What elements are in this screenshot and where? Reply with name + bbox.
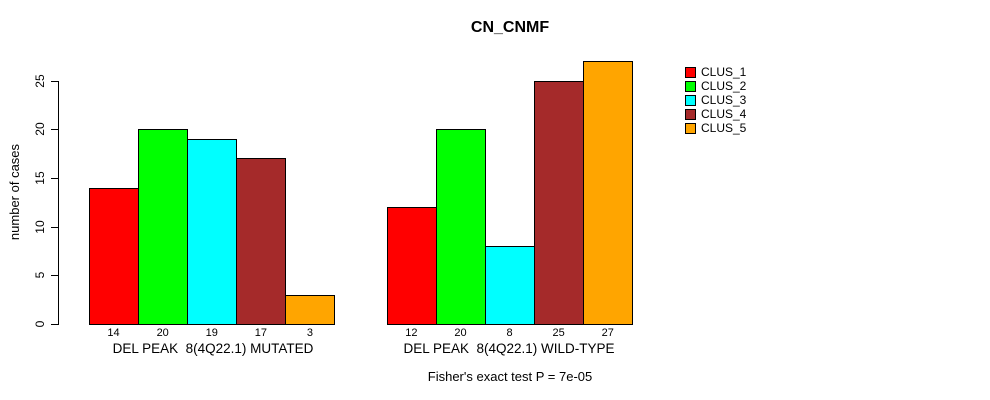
- legend-item-clus_1: CLUS_1: [685, 65, 746, 79]
- y-axis-tick: [51, 226, 58, 228]
- y-axis-tick-label: 5: [33, 271, 47, 279]
- bar-value-label: 8: [506, 327, 513, 339]
- y-axis-line: [58, 80, 59, 325]
- legend-item-clus_3: CLUS_3: [685, 93, 746, 107]
- y-axis-tick-label: 0: [33, 320, 47, 328]
- bar-value-label: 12: [405, 327, 418, 339]
- group-label-mutated: DEL PEAK 8(4Q22.1) MUTATED: [112, 341, 314, 356]
- bar-value-label: 25: [552, 327, 565, 339]
- legend-swatch-clus_4: [685, 108, 696, 120]
- legend-swatch-clus_5: [685, 122, 696, 134]
- legend-label: CLUS_2: [701, 79, 747, 93]
- legend-label: CLUS_5: [701, 121, 747, 135]
- legend-item-clus_4: CLUS_4: [685, 107, 746, 121]
- legend-item-clus_2: CLUS_2: [685, 79, 746, 93]
- legend-swatch-clus_2: [685, 80, 696, 92]
- legend: CLUS_1 CLUS_2 CLUS_3 CLUS_4 CLUS_5: [685, 65, 746, 135]
- bar-value-label: 14: [107, 327, 120, 339]
- bar-value-label: 20: [156, 327, 169, 339]
- group-label-wild-type: DEL PEAK 8(4Q22.1) WILD-TYPE: [403, 341, 615, 356]
- bar-clus_4-group2: [534, 80, 585, 325]
- bar-value-label: 20: [454, 327, 467, 339]
- y-axis-tick: [51, 275, 58, 277]
- y-axis-tick: [51, 80, 58, 82]
- y-axis-label: number of cases: [6, 143, 22, 241]
- bar-clus_1-group1: [89, 187, 140, 325]
- statistical-test-annotation: Fisher's exact test P = 7e-05: [427, 369, 593, 384]
- bar-clus_4-group1: [236, 158, 287, 325]
- bar-value-label: 3: [306, 327, 313, 339]
- bar-clus_3-group1: [187, 138, 238, 325]
- y-axis-tick-label: 25: [33, 73, 47, 88]
- bar-value-label: 17: [254, 327, 268, 339]
- bar-value-label: 19: [205, 327, 218, 339]
- y-axis-tick-label: 20: [33, 122, 47, 136]
- y-axis-tick-label: 10: [33, 219, 47, 234]
- legend-label: CLUS_3: [701, 93, 747, 107]
- chart-title: CN_CNMF: [470, 19, 550, 36]
- legend-item-clus_5: CLUS_5: [685, 121, 746, 135]
- bar-value-label: 27: [601, 327, 614, 339]
- y-axis-tick: [51, 129, 58, 131]
- legend-label: CLUS_4: [701, 107, 747, 121]
- legend-label: CLUS_1: [701, 65, 747, 79]
- bar-clus_1-group2: [386, 207, 437, 325]
- y-axis-tick: [51, 177, 58, 179]
- y-axis-tick: [51, 324, 58, 325]
- legend-swatch-clus_1: [685, 66, 696, 78]
- legend-swatch-clus_3: [685, 94, 696, 106]
- y-axis-tick-label: 15: [33, 171, 47, 185]
- bar-clus_2-group2: [435, 129, 486, 325]
- bar-clus_5-group2: [583, 61, 634, 325]
- bar-clus_5-group1: [285, 294, 336, 325]
- bar-clus_2-group1: [138, 129, 189, 325]
- bar-clus_3-group2: [485, 246, 536, 325]
